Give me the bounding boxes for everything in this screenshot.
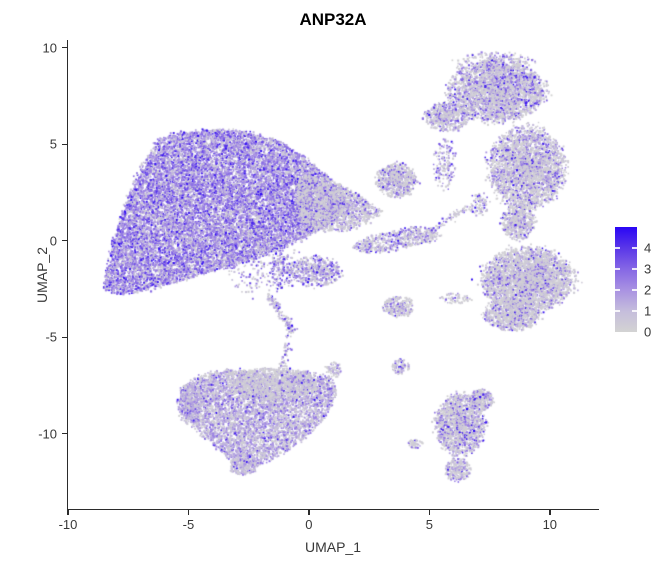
x-axis-label: UMAP_1 [304, 539, 362, 555]
x-tick-label: 0 [305, 517, 313, 532]
colorbar-tick-dash [615, 310, 620, 312]
colorbar-tick-dash [632, 247, 637, 249]
x-tick-label: -10 [58, 517, 78, 532]
x-tick-mark [67, 510, 69, 515]
y-axis-label: UMAP_2 [34, 246, 51, 304]
colorbar-tick-dash [632, 289, 637, 291]
colorbar-gradient [615, 227, 637, 332]
colorbar-tick-label: 3 [644, 261, 652, 277]
y-tick-label: -10 [38, 426, 57, 442]
x-tick-mark [428, 510, 431, 515]
x-tick-mark [308, 510, 310, 515]
y-tick-label: 5 [49, 136, 57, 152]
y-tick-mark [61, 143, 67, 145]
colorbar-tick-dash [615, 289, 620, 291]
colorbar-tick-label: 2 [644, 282, 652, 298]
colorbar-tick-label: 1 [644, 303, 652, 319]
y-tick-mark [61, 240, 67, 242]
y-tick-label: 10 [42, 40, 57, 56]
y-tick-mark [61, 433, 67, 435]
y-tick-mark [61, 47, 67, 49]
x-axis-line [66, 508, 599, 511]
y-tick-label: 0 [49, 233, 57, 249]
colorbar-tick-label: 4 [644, 240, 652, 256]
x-tick-label: 10 [542, 517, 558, 532]
y-tick-mark [61, 336, 67, 338]
x-tick-label: 5 [425, 517, 433, 532]
x-tick-label: -5 [182, 517, 195, 532]
y-axis-line [66, 40, 69, 510]
colorbar-tick-dash [615, 268, 620, 270]
colorbar-tick-dash [632, 310, 637, 312]
colorbar-tick-label: 0 [644, 324, 652, 340]
colorbar: 0 1 2 3 4 [615, 227, 672, 340]
colorbar-tick-dash [615, 247, 620, 249]
x-tick-mark [187, 510, 190, 515]
colorbar-tick-dash [632, 268, 637, 270]
y-tick-label: -5 [45, 329, 57, 345]
x-tick-mark [549, 510, 551, 515]
